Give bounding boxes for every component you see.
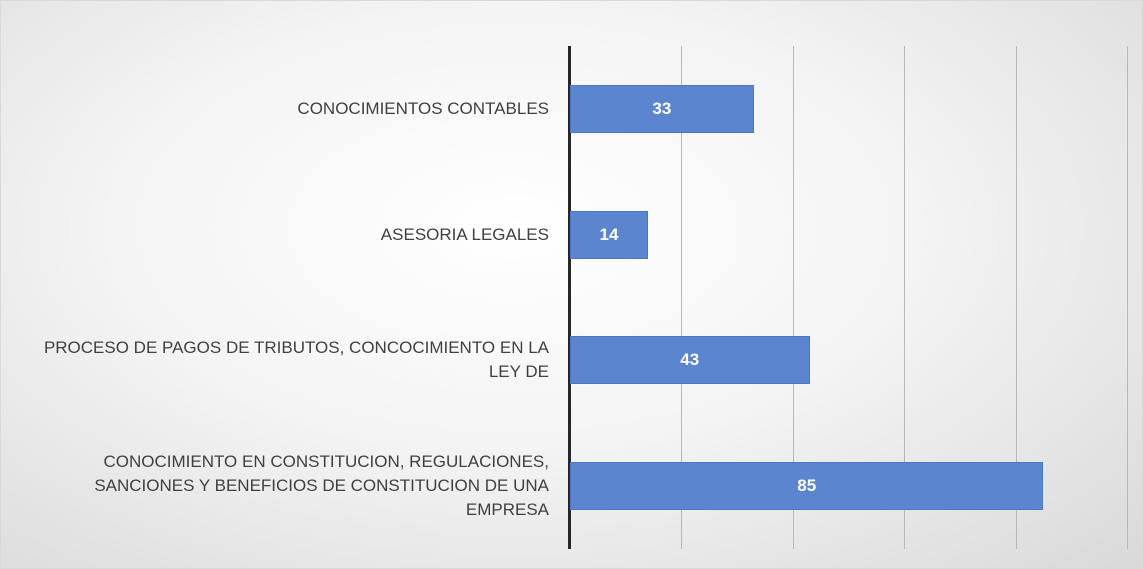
bar: [570, 84, 754, 133]
grid-line: [904, 46, 906, 549]
category-label: ASESORIA LEGALES: [380, 224, 549, 244]
axis-line: [568, 46, 571, 549]
value-label: 43: [680, 350, 700, 370]
value-label: 85: [797, 476, 817, 496]
bar: [570, 210, 648, 259]
bar: [570, 462, 1044, 511]
value-label: 33: [652, 98, 672, 118]
grid-line: [1015, 46, 1017, 549]
grid-line: [681, 46, 683, 549]
grid-line: [792, 46, 794, 549]
bar: [570, 336, 810, 385]
category-label: PROCESO DE PAGOS DE TRIBUTOS, CONCOCIMIE…: [43, 338, 549, 382]
category-label: CONOCIMIENTOS CONTABLES: [297, 98, 549, 118]
value-label: 14: [599, 224, 619, 244]
category-label: CONOCIMIENTO EN CONSTITUCION, REGULACION…: [94, 452, 549, 520]
grid-line: [1127, 46, 1128, 549]
